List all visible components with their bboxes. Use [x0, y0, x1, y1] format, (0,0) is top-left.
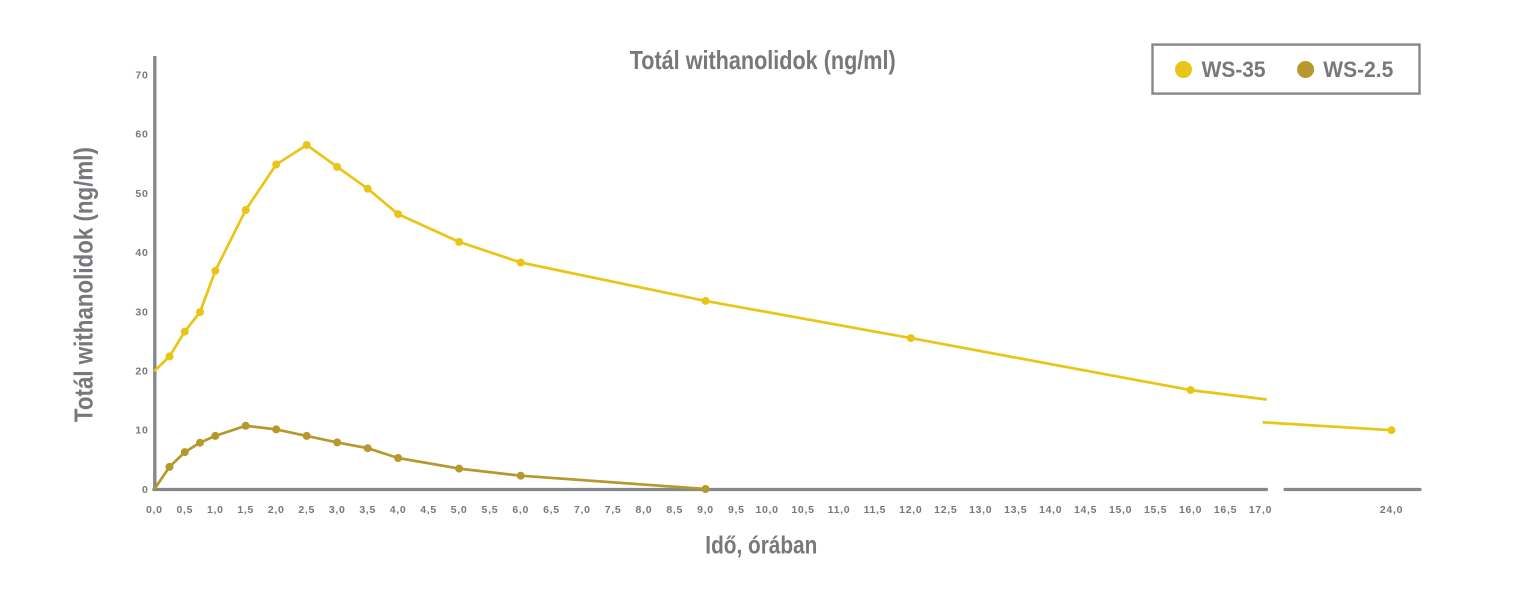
- svg-text:1,5: 1,5: [237, 504, 254, 516]
- svg-text:11,5: 11,5: [864, 504, 887, 516]
- svg-text:3,0: 3,0: [329, 504, 346, 516]
- svg-text:70: 70: [135, 70, 148, 82]
- svg-text:3,5: 3,5: [359, 504, 376, 516]
- svg-text:12,5: 12,5: [934, 504, 957, 516]
- svg-text:10,5: 10,5: [791, 504, 814, 516]
- svg-text:14,5: 14,5: [1074, 504, 1097, 516]
- svg-text:8,0: 8,0: [636, 504, 653, 516]
- svg-text:16,0: 16,0: [1179, 504, 1202, 516]
- svg-text:Totál withanolidok (ng/ml): Totál withanolidok (ng/ml): [69, 147, 99, 422]
- svg-text:6,0: 6,0: [512, 504, 529, 516]
- svg-text:WS-2.5: WS-2.5: [1323, 57, 1393, 82]
- svg-text:40: 40: [135, 247, 148, 259]
- svg-text:50: 50: [135, 188, 148, 200]
- svg-text:12,0: 12,0: [899, 504, 922, 516]
- svg-text:Totál withanolidok (ng/ml): Totál withanolidok (ng/ml): [630, 45, 896, 75]
- svg-text:8,5: 8,5: [666, 504, 683, 516]
- svg-text:4,5: 4,5: [420, 504, 437, 516]
- svg-text:WS-35: WS-35: [1202, 57, 1266, 82]
- svg-text:6,5: 6,5: [543, 504, 560, 516]
- svg-text:13,5: 13,5: [1004, 504, 1027, 516]
- svg-text:60: 60: [135, 129, 148, 141]
- svg-text:9,5: 9,5: [728, 504, 745, 516]
- svg-text:16,5: 16,5: [1214, 504, 1237, 516]
- svg-text:5,0: 5,0: [451, 504, 468, 516]
- svg-text:13,0: 13,0: [969, 504, 992, 516]
- svg-text:9,0: 9,0: [697, 504, 714, 516]
- svg-text:15,0: 15,0: [1109, 504, 1132, 516]
- svg-text:10,0: 10,0: [755, 504, 778, 516]
- svg-text:14,0: 14,0: [1039, 504, 1062, 516]
- svg-text:1,0: 1,0: [207, 504, 224, 516]
- svg-text:2,5: 2,5: [298, 504, 315, 516]
- svg-text:7,0: 7,0: [574, 504, 591, 516]
- svg-text:15,5: 15,5: [1144, 504, 1167, 516]
- svg-text:30: 30: [135, 306, 148, 318]
- svg-text:11,0: 11,0: [828, 504, 851, 516]
- svg-text:Idő, órában: Idő, órában: [705, 532, 817, 560]
- svg-text:5,5: 5,5: [482, 504, 499, 516]
- svg-text:4,0: 4,0: [390, 504, 407, 516]
- svg-text:17,0: 17,0: [1249, 504, 1272, 516]
- svg-text:10: 10: [135, 425, 148, 437]
- svg-text:0,5: 0,5: [176, 504, 193, 516]
- svg-text:24,0: 24,0: [1380, 504, 1403, 516]
- svg-text:2,0: 2,0: [268, 504, 285, 516]
- svg-text:0: 0: [142, 484, 149, 496]
- svg-text:20: 20: [135, 366, 148, 378]
- svg-text:7,5: 7,5: [605, 504, 622, 516]
- svg-text:0,0: 0,0: [146, 504, 163, 516]
